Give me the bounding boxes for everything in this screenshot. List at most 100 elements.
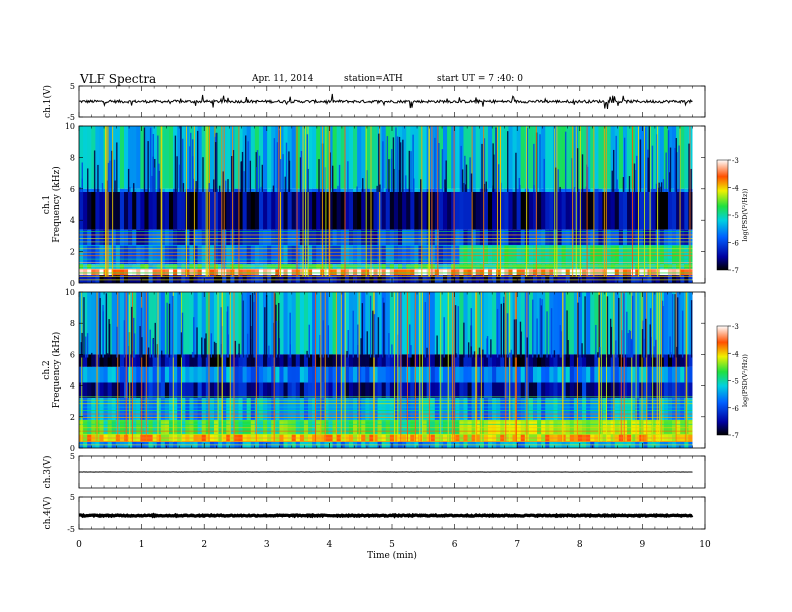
spectrogram-cell: [672, 275, 677, 283]
spectrogram-cell: [250, 188, 256, 192]
spectrogram-cell: [406, 354, 411, 367]
start-time-label: start UT = 7 :40: 0: [437, 74, 523, 84]
spectrogram-cell: [111, 245, 117, 265]
spectrogram-cell: [132, 264, 137, 269]
spectrogram-cell: [618, 126, 624, 189]
spectrogram-cell: [160, 398, 166, 420]
spectrogram-cell: [332, 191, 338, 230]
spectrogram-cell: [107, 366, 113, 383]
spectrogram-cell: [238, 264, 244, 269]
spectrogram-cell: [291, 382, 297, 399]
spectrogram-cell: [226, 268, 231, 276]
spectrogram-cell: [520, 366, 526, 383]
spectrogram-cell: [492, 419, 497, 434]
spectrogram-cell: [443, 419, 448, 434]
spectrogram-cell: [267, 419, 272, 434]
spectrogram-cell: [582, 188, 587, 192]
spectrogram-cell: [348, 188, 354, 192]
spectrogram-cell: [140, 191, 145, 230]
spectrogram-cell: [504, 188, 509, 192]
spectrogram-cell: [173, 354, 178, 367]
spectrogram-cell: [111, 229, 117, 246]
spectrogram-cell: [606, 245, 612, 265]
spectrogram-cell: [353, 188, 358, 192]
spectrogram-cell: [483, 126, 489, 189]
spectrogram-cell: [123, 126, 129, 189]
spectrogram-cell: [119, 398, 125, 420]
spectrogram-cell: [177, 398, 182, 420]
spectrogram-cell: [541, 382, 546, 399]
spectrogram-cell: [393, 229, 399, 246]
spectrogram-cell: [447, 398, 452, 420]
spectrogram-cell: [128, 292, 133, 355]
spectrogram-cell: [115, 191, 121, 230]
spectrogram-cell: [680, 264, 685, 269]
spectrogram-cell: [622, 419, 628, 434]
spectrogram-cell: [83, 292, 88, 355]
spectrogram-cell: [119, 292, 125, 355]
spectrogram-cell: [185, 292, 190, 355]
spectrogram-cell: [95, 366, 100, 383]
spectrogram-cell: [365, 229, 370, 246]
spectrogram-cell: [271, 275, 276, 283]
spectrogram-cell: [119, 191, 125, 230]
spectrogram-cell: [443, 398, 448, 420]
spectrogram-cell: [532, 292, 538, 355]
spectrogram-cell: [222, 419, 227, 434]
spectrogram-cell: [316, 398, 321, 420]
spectrogram-cell: [144, 191, 150, 230]
spectrogram-cell: [627, 264, 632, 269]
spectrogram-cell: [627, 366, 632, 383]
spectrogram-cell: [181, 126, 186, 189]
spectrogram-cell: [512, 366, 518, 383]
spectrogram-cell: [185, 275, 190, 283]
spectrogram-cell: [447, 292, 452, 355]
spectrogram-cell: [246, 419, 252, 434]
spectrogram-cell: [344, 382, 350, 399]
spectrogram-cell: [385, 191, 391, 230]
spectrogram-cell: [353, 245, 358, 265]
spectrogram-cell: [128, 126, 133, 189]
spectrogram-cell: [295, 275, 301, 283]
spectrogram-cell: [651, 292, 657, 355]
spectrogram-cell: [332, 126, 338, 189]
spectrogram-cell: [173, 191, 178, 230]
spectrogram-cell: [504, 354, 509, 367]
spectrogram-cell: [602, 275, 608, 283]
spectrogram-cell: [590, 268, 595, 276]
spectrogram-cell: [267, 229, 272, 246]
spectrogram-cell: [332, 275, 338, 283]
spectrogram-cell: [177, 354, 182, 367]
spectrogram-cell: [398, 268, 403, 276]
spectrogram-cell: [451, 188, 456, 192]
spectrogram-cell: [672, 292, 677, 355]
spectrogram-cell: [279, 245, 284, 265]
spectrogram-cell: [312, 126, 317, 189]
spectrogram-cell: [610, 245, 616, 265]
spectrogram-cell: [283, 354, 289, 367]
spectrogram-cell: [496, 382, 501, 399]
spectrogram-cell: [393, 366, 399, 383]
spectrogram-cell: [381, 188, 387, 192]
spectrogram-cell: [111, 126, 117, 189]
spectrogram-cell: [528, 382, 534, 399]
spectrogram-cell: [504, 366, 509, 383]
spectrogram-cell: [168, 366, 174, 383]
spectrogram-cell: [688, 126, 693, 189]
spectrogram-cell: [271, 229, 276, 246]
spectrogram-cell: [234, 275, 239, 283]
spectrogram-cell: [537, 245, 542, 265]
spectrogram-cell: [279, 398, 284, 420]
spectrogram-cell: [258, 126, 264, 189]
spectrogram-cell: [398, 419, 403, 434]
spectrogram-cell: [193, 354, 199, 367]
spectrogram-cell: [414, 366, 419, 383]
spectrogram-cell: [173, 245, 178, 265]
spectrogram-cell: [291, 188, 297, 192]
spectrogram-cell: [586, 366, 591, 383]
spectrogram-cell: [275, 268, 280, 276]
spectrogram-cell: [353, 366, 358, 383]
spectrogram-cell: [193, 419, 199, 434]
spectrogram-cell: [398, 275, 403, 283]
